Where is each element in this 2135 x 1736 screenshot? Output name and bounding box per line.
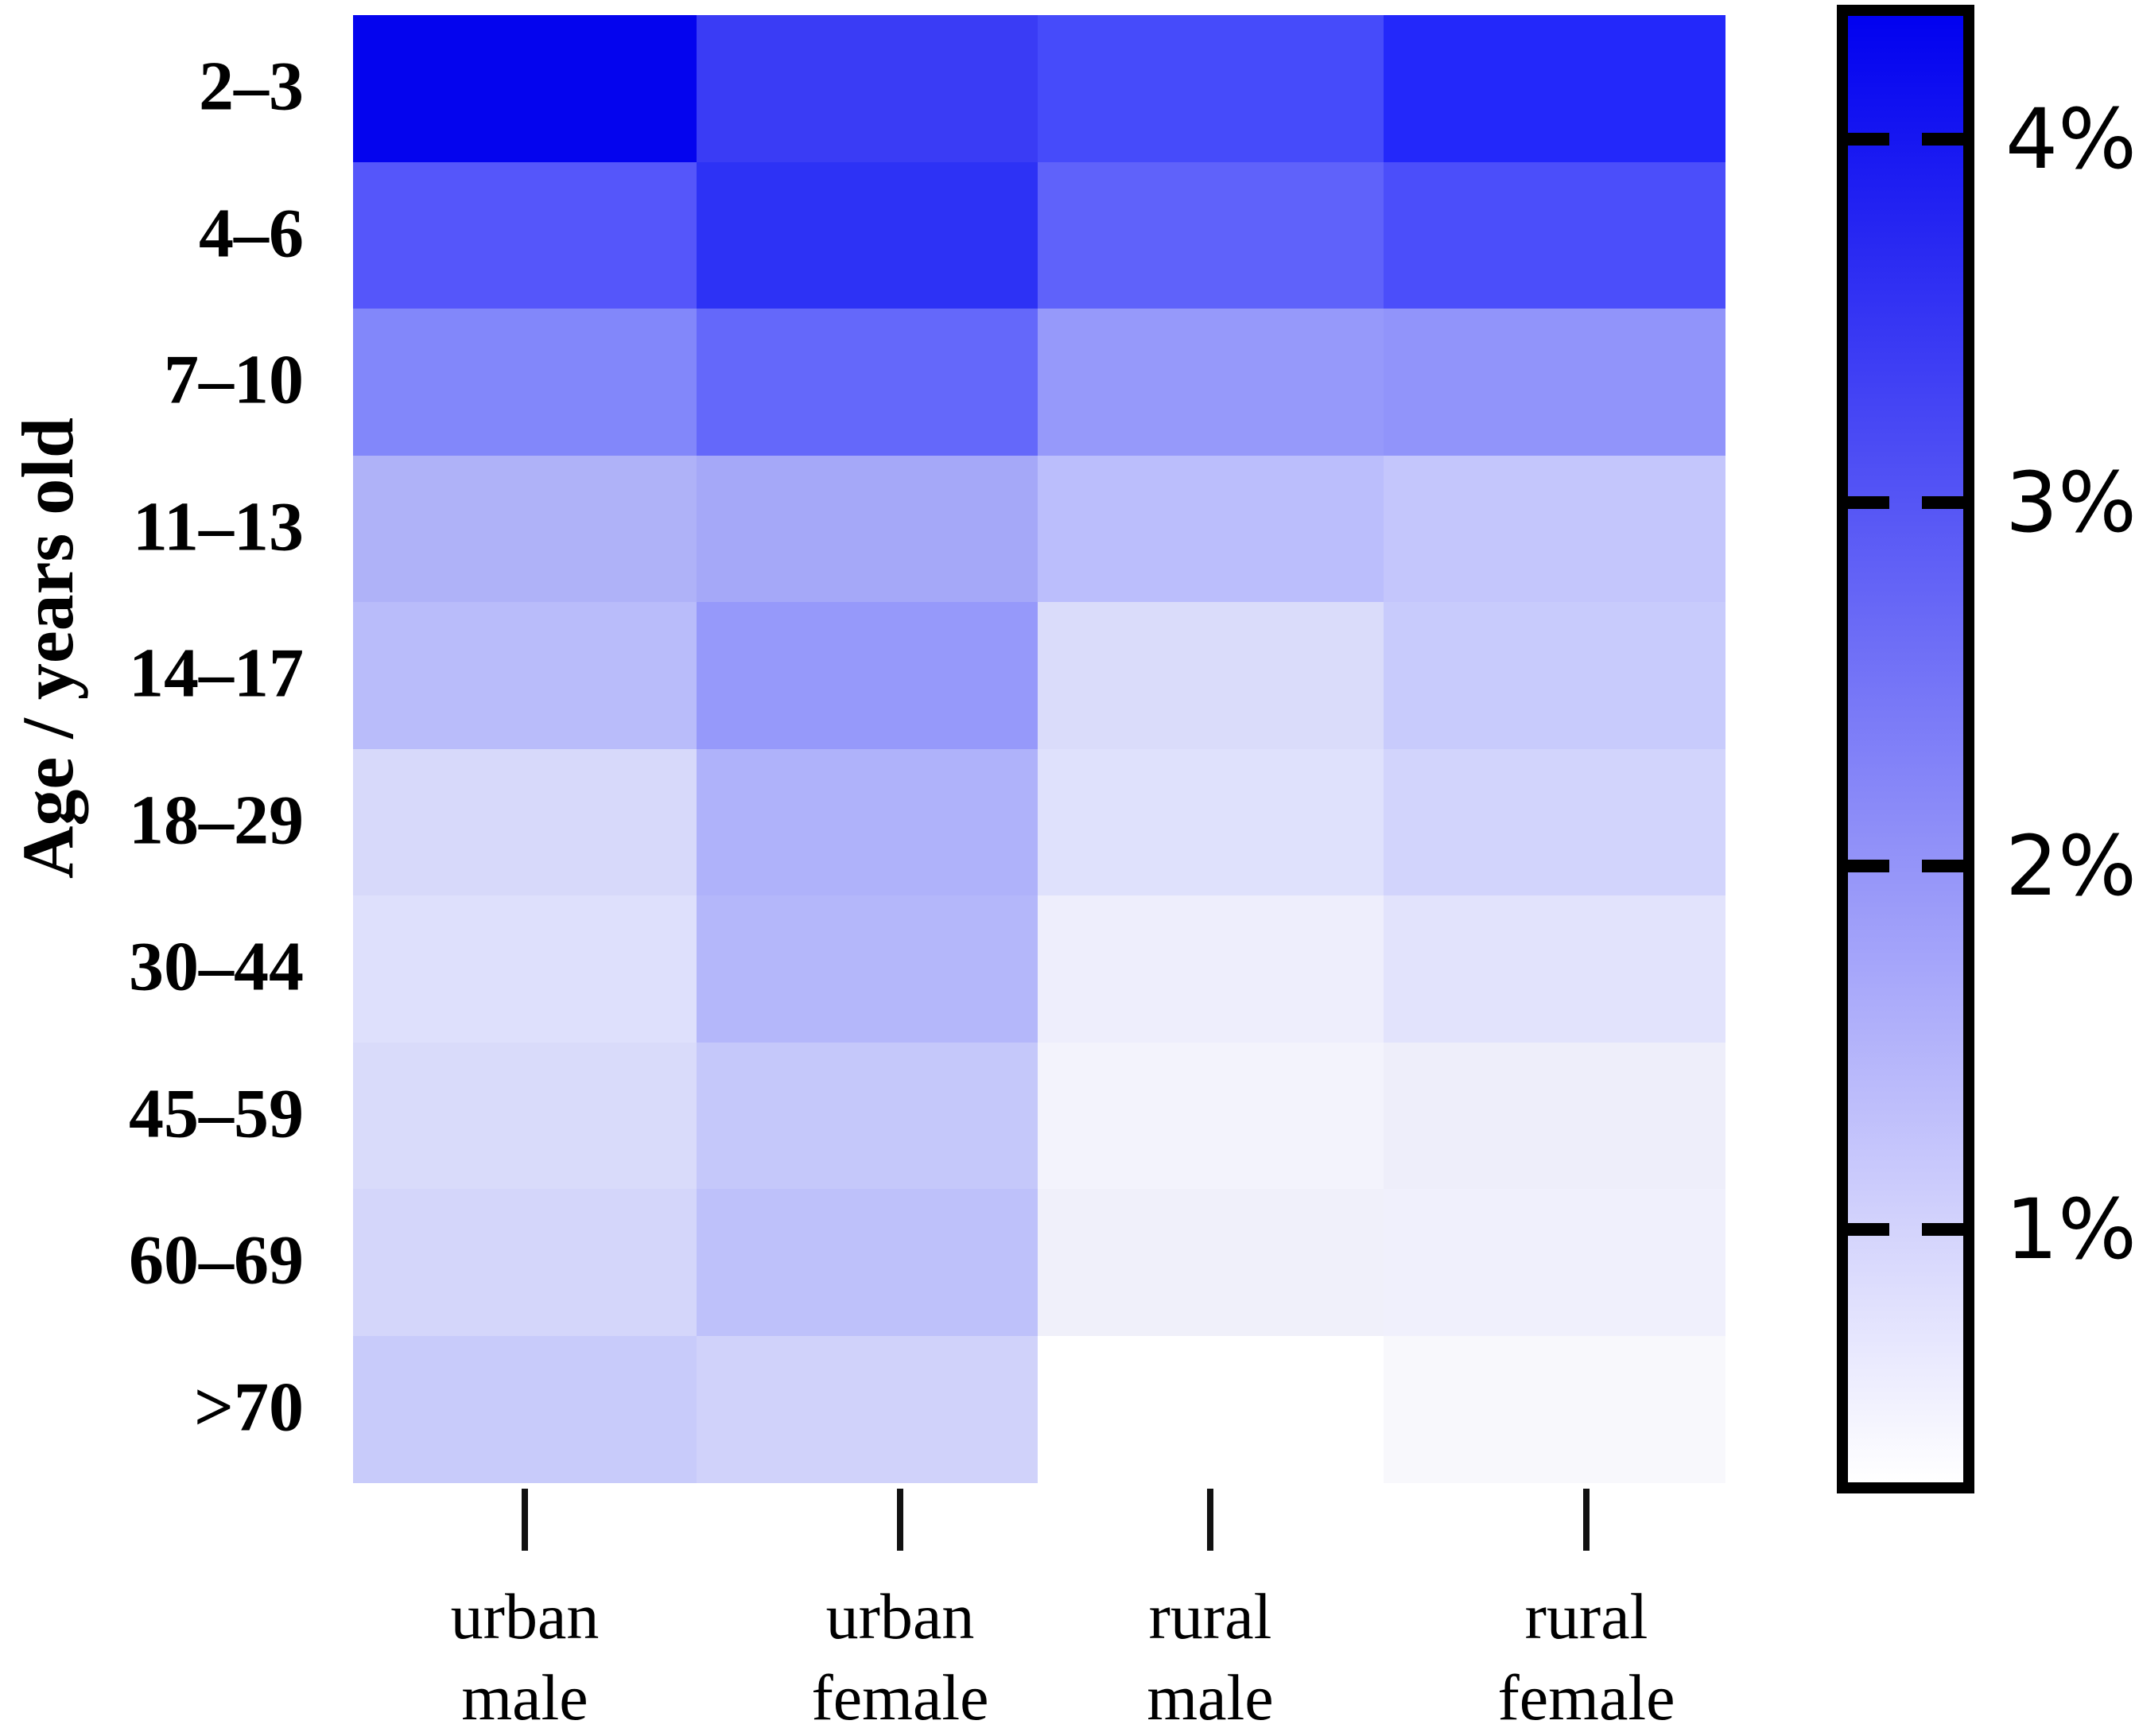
heatmap-cell — [353, 1189, 697, 1336]
heatmap-cell — [353, 895, 697, 1043]
heatmap-cell — [353, 455, 697, 603]
x-axis-tick-label: urban male — [450, 1580, 600, 1734]
colorbar-tick-label: 4% — [2005, 91, 2135, 188]
heatmap-cell — [1038, 748, 1384, 896]
heatmap-cell — [353, 309, 697, 456]
colorbar — [1837, 5, 1974, 1493]
colorbar-tick — [1848, 133, 1889, 146]
y-axis-tick-label: >70 — [193, 1369, 304, 1447]
heatmap-cell — [697, 602, 1038, 749]
heatmap-cell — [1384, 1335, 1725, 1483]
heatmap-cell — [697, 455, 1038, 603]
colorbar-tick — [1848, 496, 1889, 509]
y-axis-tick-label: 11–13 — [132, 488, 304, 566]
x-axis-tick — [897, 1489, 903, 1551]
heatmap-cell — [1038, 309, 1384, 456]
heatmap-cell — [697, 1335, 1038, 1483]
heatmap-cell — [1038, 161, 1384, 309]
x-axis-tick-label: urban female — [811, 1580, 989, 1734]
colorbar-tick — [1922, 133, 1963, 146]
y-axis-tick-label: 2–3 — [199, 48, 304, 126]
heatmap-cell — [353, 15, 697, 162]
heatmap-cell — [1038, 455, 1384, 603]
x-axis-tick — [1207, 1489, 1213, 1551]
heatmap-cell — [353, 1335, 697, 1483]
heatmap-cell — [1038, 1042, 1384, 1190]
heatmap-cell — [697, 15, 1038, 162]
heatmap-cell — [353, 748, 697, 896]
heatmap-cell — [697, 748, 1038, 896]
colorbar-tick-label: 2% — [2005, 818, 2135, 915]
heatmap-cell — [1038, 15, 1384, 162]
y-axis-tick-label: 18–29 — [129, 782, 304, 860]
y-axis-tick-label: 7–10 — [164, 341, 304, 419]
heatmap-cell — [1384, 748, 1725, 896]
heatmap-cell — [697, 309, 1038, 456]
y-axis-tick-label: 4–6 — [199, 195, 304, 273]
y-axis-tick-label: 45–59 — [129, 1075, 304, 1153]
heatmap-cell — [353, 1042, 697, 1190]
colorbar-tick — [1848, 860, 1889, 872]
colorbar-tick — [1922, 860, 1963, 872]
x-axis-tick — [1583, 1489, 1590, 1551]
colorbar-tick-label: 3% — [2005, 454, 2135, 551]
x-axis-tick — [522, 1489, 528, 1551]
y-axis-tick-label: 30–44 — [129, 928, 304, 1006]
colorbar-tick — [1922, 496, 1963, 509]
x-axis-tick-label: rural male — [1147, 1580, 1274, 1734]
heatmap-cell — [353, 161, 697, 309]
heatmap-cell — [1038, 1189, 1384, 1336]
heatmap-cell — [1384, 602, 1725, 749]
heatmap-cell — [1384, 309, 1725, 456]
colorbar-tick — [1848, 1223, 1889, 1236]
heatmap-cell — [1384, 455, 1725, 603]
heatmap-cell — [1384, 1189, 1725, 1336]
colorbar-tick-label: 1% — [2005, 1181, 2135, 1278]
heatmap-cell — [353, 602, 697, 749]
y-axis-tick-label: 14–17 — [129, 635, 304, 713]
colorbar-tick — [1922, 1223, 1963, 1236]
heatmap-cell — [1384, 895, 1725, 1043]
x-axis-tick-label: rural female — [1497, 1580, 1675, 1734]
heatmap-cell — [697, 1189, 1038, 1336]
heatmap-cell — [1038, 895, 1384, 1043]
heatmap-cell — [1384, 15, 1725, 162]
heatmap-cell — [1038, 1335, 1384, 1483]
heatmap-cell — [697, 1042, 1038, 1190]
heatmap-cell — [1038, 602, 1384, 749]
heatmap-cell — [1384, 1042, 1725, 1190]
heatmap-cell — [697, 895, 1038, 1043]
y-axis-title: Age / years old — [7, 417, 88, 880]
heatmap-cell — [697, 161, 1038, 309]
heatmap-cell — [1384, 161, 1725, 309]
y-axis-tick-label: 60–69 — [129, 1221, 304, 1299]
